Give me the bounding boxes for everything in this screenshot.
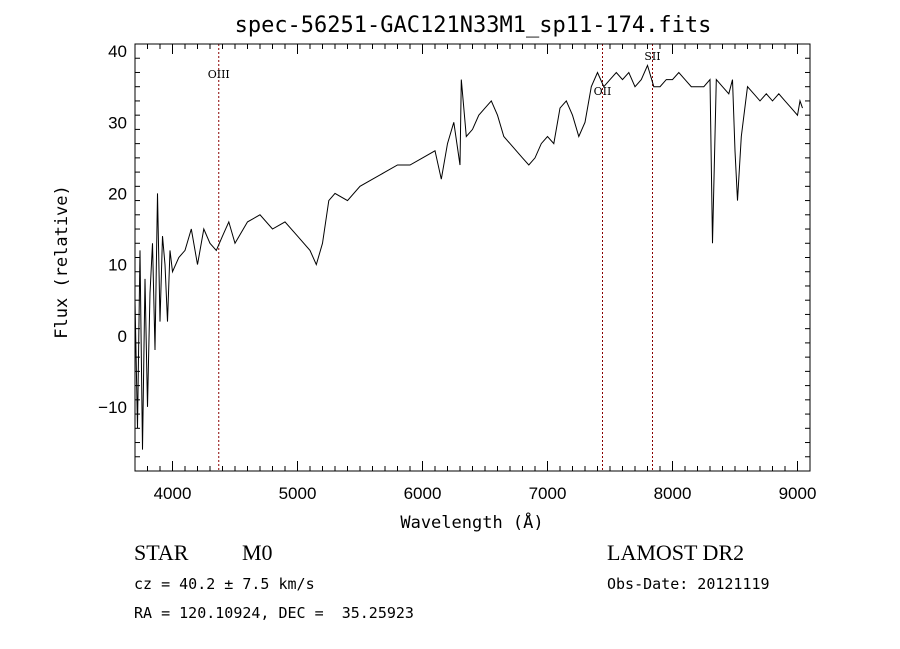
y-tick-label: 0 [118, 327, 127, 346]
y-tick-label: 40 [108, 42, 127, 61]
coordinates-readout: RA = 120.10924, DEC = 35.25923 [134, 604, 414, 622]
x-tick-label: 8000 [654, 484, 692, 503]
y-tick-label: 10 [108, 256, 127, 275]
y-tick-label: −10 [98, 398, 127, 417]
y-tick-label: 30 [108, 113, 127, 132]
x-tick-label: 4000 [154, 484, 192, 503]
obs-date-readout: Obs-Date: 20121119 [607, 575, 770, 593]
y-axis-label: Flux (relative) [52, 185, 72, 339]
spectrum-series-0 [134, 63, 803, 450]
marker-label-oiii: OIII [208, 68, 230, 81]
x-tick-label: 9000 [779, 484, 817, 503]
chart-title: spec-56251-GAC121N33M1_sp11-174.fits [235, 13, 712, 38]
axis-ticks: 4000 5000 6000 7000 8000 9000 −10 0 10 20 30 40 [98, 42, 816, 503]
x-tick-label: 5000 [279, 484, 317, 503]
object-class: STAR [134, 540, 189, 565]
x-tick-label: 6000 [404, 484, 442, 503]
y-tick-label: 20 [108, 184, 127, 203]
plot-frame [134, 43, 811, 472]
redshift-readout: cz = 40.2 ± 7.5 km/s [134, 575, 315, 593]
plot-area: OIII OII SII [134, 44, 803, 471]
x-axis-label: Wavelength (Å) [400, 511, 543, 533]
object-subclass: M0 [242, 540, 273, 565]
marker-label-sii: SII [644, 50, 660, 63]
marker-label-oii: OII [594, 85, 612, 98]
x-tick-label: 7000 [529, 484, 567, 503]
survey-name: LAMOST DR2 [607, 540, 745, 565]
